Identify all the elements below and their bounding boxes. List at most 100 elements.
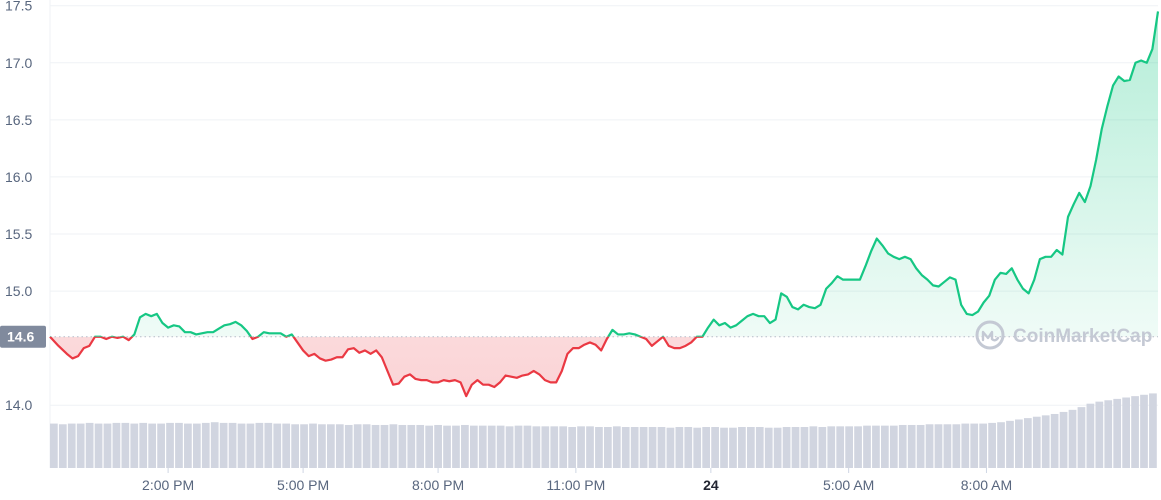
volume-bar [898, 424, 907, 468]
volume-bar [791, 427, 800, 468]
volume-bar [157, 423, 165, 468]
volume-bar [961, 423, 970, 468]
y-tick-label: 17.0 [5, 55, 32, 71]
volume-bar [1140, 394, 1148, 468]
y-tick-label: 16.5 [5, 112, 32, 128]
volume-bar [568, 427, 576, 468]
volume-bar [1095, 401, 1104, 468]
volume-bar [416, 424, 425, 468]
volume-bar [881, 425, 889, 468]
y-axis: 14.0 15.0 15.5 16.0 16.5 17.0 17.5 [5, 0, 32, 413]
volume-bar [228, 422, 237, 468]
volume-bar [1068, 409, 1077, 468]
volume-bar [1050, 413, 1059, 468]
price-series [49, 11, 1160, 398]
volume-bar [800, 427, 809, 468]
volume-bar [389, 424, 398, 468]
volume-bar [1041, 415, 1050, 468]
volume-bar [514, 425, 523, 468]
volume-bar [764, 427, 773, 468]
area-fill [50, 11, 1158, 397]
volume-bar [166, 422, 174, 468]
volume-bar [773, 427, 782, 468]
volume-bar [1077, 407, 1086, 468]
volume-bar [201, 422, 210, 468]
volume-bar [952, 424, 961, 468]
volume-bar [630, 427, 639, 468]
reference-label: 14.6 [7, 329, 34, 345]
volume-bar [487, 425, 496, 468]
volume-bar [1023, 418, 1032, 468]
volume-bar [666, 427, 675, 468]
volume-bar [621, 427, 630, 468]
area-fill-up [50, 11, 1158, 337]
volume-bars [50, 393, 1157, 468]
volume-bar [809, 426, 818, 468]
volume-bar [210, 422, 219, 468]
volume-bar [184, 423, 192, 468]
grid-lines [49, 0, 1158, 468]
volume-bar [889, 425, 898, 468]
volume-bar [711, 427, 719, 468]
volume-bar [1006, 420, 1014, 468]
x-tick-label: 8:00 PM [412, 477, 464, 493]
volume-bar [85, 422, 94, 468]
volume-bar [407, 424, 416, 468]
volume-bar [327, 424, 335, 468]
volume-bar [112, 422, 121, 468]
x-axis: 2:00 PM 5:00 PM 8:00 PM 11:00 PM 24 5:00 AM 8:… [142, 468, 1012, 493]
volume-bar [943, 424, 952, 468]
price-line-down [49, 336, 704, 398]
volume-bar [988, 422, 996, 468]
x-tick-label: 5:00 PM [277, 477, 329, 493]
volume-bar [425, 425, 434, 468]
watermark-text: CoinMarketCap [1013, 326, 1152, 347]
volume-bar [1015, 419, 1023, 468]
volume-bar [1104, 400, 1113, 468]
volume-bar [818, 427, 827, 468]
volume-bar [264, 422, 273, 468]
volume-bar [255, 422, 264, 468]
volume-bar [550, 426, 559, 468]
area-fill-down [50, 336, 697, 397]
volume-bar [738, 427, 746, 468]
y-tick-label: 16.0 [5, 169, 32, 185]
volume-bar [907, 424, 916, 468]
volume-bar [604, 427, 612, 468]
volume-bar [94, 423, 103, 468]
volume-bar [1122, 397, 1130, 468]
y-tick-label: 15.5 [5, 226, 32, 242]
volume-bar [863, 425, 871, 468]
volume-bar [657, 427, 666, 468]
volume-bar [443, 425, 451, 468]
volume-bar [309, 423, 317, 468]
volume-bar [934, 424, 943, 468]
volume-bar [219, 422, 228, 468]
volume-bar [684, 427, 693, 468]
volume-bar [782, 427, 791, 468]
volume-bar [872, 425, 880, 468]
volume-bar [505, 426, 514, 468]
y-tick-label: 14.0 [5, 397, 32, 413]
volume-bar [854, 426, 862, 468]
volume-bar [845, 426, 853, 468]
volume-bar [1113, 398, 1122, 468]
volume-bar [595, 427, 603, 468]
volume-bar [192, 423, 201, 468]
volume-bar [702, 427, 711, 468]
volume-bar [1059, 411, 1068, 468]
volume-bar [559, 426, 568, 468]
volume-bar [461, 424, 469, 468]
volume-bar [371, 424, 380, 468]
volume-bar [103, 423, 112, 468]
volume-bar [175, 422, 183, 468]
x-tick-label: 2:00 PM [142, 477, 194, 493]
price-line-up [49, 11, 1160, 337]
volume-bar [979, 423, 988, 468]
volume-bar [58, 424, 67, 468]
volume-bar [541, 426, 550, 468]
volume-bar [639, 427, 648, 468]
y-tick-label: 15.0 [5, 283, 32, 299]
reference-line: 14.6 [0, 325, 1158, 348]
